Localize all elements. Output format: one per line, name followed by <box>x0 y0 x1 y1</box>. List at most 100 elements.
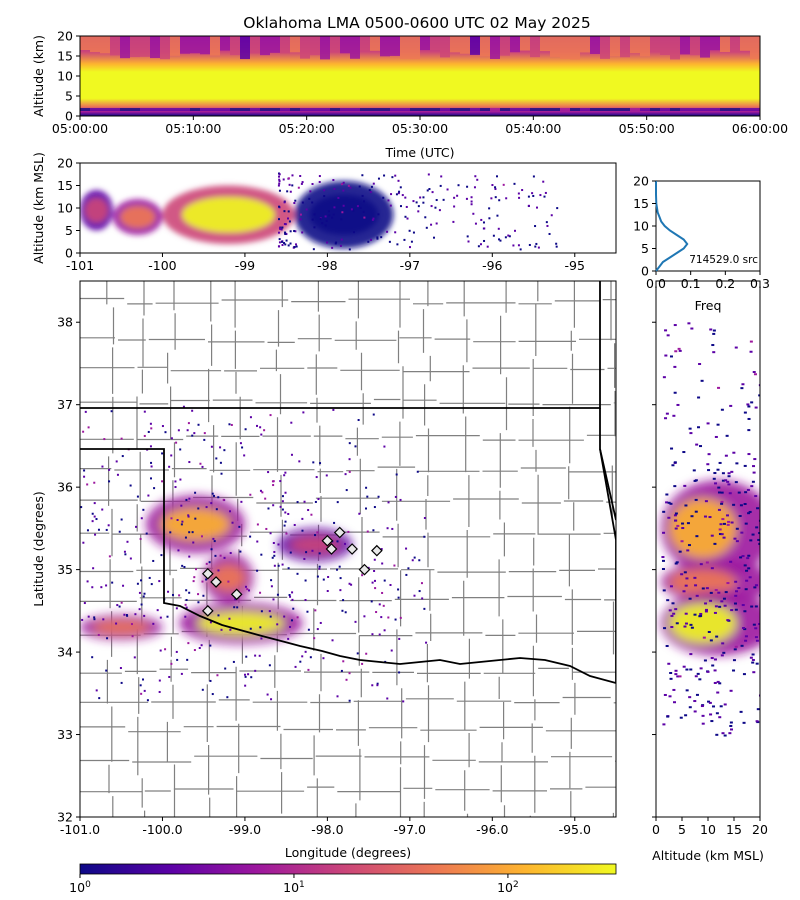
plan-view-point <box>395 473 398 476</box>
plan-view-point <box>175 607 178 610</box>
plan-view-point <box>118 605 121 608</box>
alt-lat-point <box>754 636 758 639</box>
lon-alt-point <box>417 205 420 208</box>
alt-lat-point <box>689 432 693 435</box>
alt-lat-point <box>743 564 747 567</box>
lon-alt-xtick-label: -95 <box>565 258 585 273</box>
alt-lat-point <box>681 527 685 530</box>
alt-lat-point <box>672 688 676 691</box>
time-height-ytick-label: 0 <box>65 109 73 124</box>
alt-lat-point <box>694 510 698 513</box>
alt-lat-point <box>745 569 749 572</box>
alt-lat-point <box>729 721 733 724</box>
plan-view-point <box>283 615 286 618</box>
alt-lat-point <box>679 716 683 719</box>
alt-lat-point <box>684 612 688 615</box>
alt-lat-point <box>727 520 731 523</box>
alt-lat-point <box>712 705 716 708</box>
time-height-cell <box>540 108 550 111</box>
time-height-cell <box>180 108 190 111</box>
plan-view-point <box>269 532 272 535</box>
plan-view-point <box>290 619 293 622</box>
alt-lat-point <box>730 521 734 524</box>
time-height-cell <box>700 36 710 58</box>
plan-view-point <box>130 623 133 626</box>
time-height-cell <box>160 36 170 60</box>
plan-view-point <box>363 615 366 618</box>
time-height-xtick-label: 06:00:00 <box>732 121 788 136</box>
alt-lat-point <box>745 579 749 582</box>
time-height-cell <box>470 108 480 111</box>
time-height-yticks: 0 5 10 15 20 <box>57 29 80 124</box>
plan-view-point <box>193 432 196 435</box>
plan-view-point <box>201 688 204 691</box>
alt-lat-point <box>759 594 760 597</box>
time-height-xtick-label: 05:10:00 <box>165 121 221 136</box>
lon-alt-point <box>319 218 322 221</box>
alt-lat-point <box>666 715 670 718</box>
histogram-xlabel: Freq <box>695 298 722 313</box>
lon-alt-point <box>496 175 499 178</box>
time-height-cell <box>290 108 300 111</box>
alt-lat-point <box>729 724 733 727</box>
plan-view-frame <box>79 280 617 818</box>
plan-view-yticks: 32 33 34 35 36 37 38 <box>57 315 80 825</box>
plan-view-point <box>138 591 141 594</box>
lon-alt-ylabel: Altitude (km MSL) <box>31 152 46 264</box>
lon-alt-point <box>327 210 330 213</box>
plan-view-point <box>200 535 203 538</box>
lon-alt-point <box>534 225 537 228</box>
plan-view-point <box>97 633 100 636</box>
alt-lat-point <box>752 465 756 468</box>
plan-view-point <box>302 411 305 414</box>
plan-view-point <box>371 633 374 636</box>
plan-view-point <box>133 656 136 659</box>
lon-alt-point <box>521 189 524 192</box>
plan-view-point <box>270 698 273 701</box>
plan-view-point <box>366 495 369 498</box>
lon-alt-point <box>473 186 476 189</box>
alt-lat-point <box>714 605 718 608</box>
plan-view-point <box>316 575 319 578</box>
station-diamond <box>210 576 222 588</box>
plan-view-point <box>398 671 401 674</box>
plan-view-point <box>332 408 335 411</box>
alt-lat-panel: 0 5 10 15 20 Altitude (km MSL) <box>652 280 768 863</box>
lon-alt-point <box>341 211 344 214</box>
plan-view-point <box>402 700 405 703</box>
alt-lat-point <box>662 531 666 534</box>
alt-lat-point <box>684 714 688 717</box>
alt-lat-point <box>695 535 699 538</box>
lon-alt-point <box>318 175 321 178</box>
lon-alt-point <box>284 232 287 235</box>
alt-lat-point <box>699 614 703 617</box>
lon-alt-point <box>386 230 389 233</box>
lon-alt-point <box>498 238 501 241</box>
plan-view-point <box>371 581 374 584</box>
plan-view-point <box>227 580 230 583</box>
time-height-cell <box>660 108 670 111</box>
lon-alt-point <box>424 216 427 219</box>
time-height-cell <box>140 108 150 111</box>
lon-alt-point <box>498 199 501 202</box>
alt-lat-point <box>707 700 711 703</box>
plan-view-point <box>264 497 267 500</box>
alt-lat-point <box>721 732 725 735</box>
alt-lat-point <box>726 582 730 585</box>
plan-view-point <box>345 678 348 681</box>
plan-view-point <box>175 441 178 444</box>
time-height-cell <box>620 108 630 111</box>
histogram-ytick-label: 10 <box>633 219 649 234</box>
alt-lat-point <box>715 712 719 715</box>
lon-alt-point <box>278 245 281 248</box>
alt-lat-point <box>668 695 672 698</box>
plan-view-point <box>291 591 294 594</box>
lon-alt-point <box>278 180 281 183</box>
alt-lat-point <box>692 469 696 472</box>
plan-view-point <box>82 430 85 433</box>
time-height-cell <box>190 36 200 54</box>
plan-view-point <box>91 656 94 659</box>
plan-view-point <box>105 528 108 531</box>
alt-lat-point <box>665 493 669 496</box>
alt-lat-point <box>729 404 733 407</box>
